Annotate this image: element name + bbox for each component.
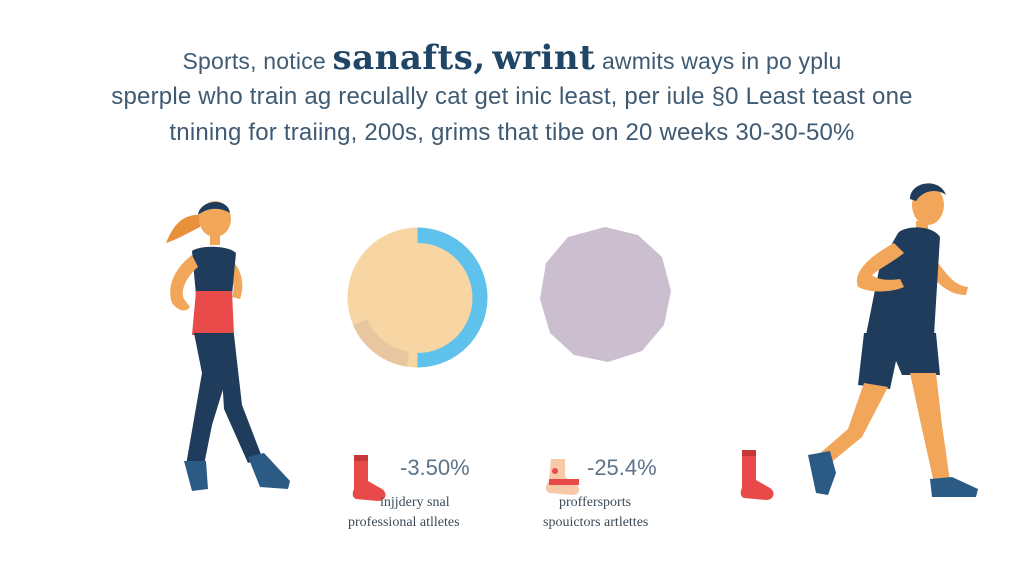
stat-value-2: -25.4% <box>587 455 657 480</box>
ankle-icon <box>546 459 580 495</box>
stat-group-injury: -3.50% injjdery snal professional atllet… <box>340 445 510 535</box>
headline-text-start: Sports, notice <box>182 48 326 74</box>
stat-label-2a: proffersports <box>559 495 632 510</box>
headline-bold-word-2: wrint <box>492 38 596 78</box>
headline-line-2: sperple who train ag reculally cat get i… <box>111 83 913 110</box>
headline-line-3: tnining for traiing, 200s, grims that ti… <box>169 119 855 146</box>
sock-icon-right <box>740 450 774 500</box>
headline-bold-word-1: sanafts, <box>332 38 486 78</box>
stat-label-2b: spouictors artlettes <box>543 515 649 530</box>
donut-segment-tan <box>353 319 409 367</box>
donut-chart <box>347 227 488 368</box>
donut-segment-blue <box>417 227 488 368</box>
female-runner-illustration <box>166 201 290 491</box>
sock-icon <box>352 455 386 501</box>
headline-line-1: Sports, notice sanafts, wrint awmits way… <box>0 40 1024 79</box>
male-runner-illustration <box>808 183 978 497</box>
grey-circle-chart <box>540 227 671 362</box>
stat-group-sports: -25.4% proffersports spouictors artlette… <box>535 445 705 535</box>
stat-label-1b: professional atlletes <box>348 515 460 530</box>
headline: Sports, notice sanafts, wrint awmits way… <box>0 40 1024 151</box>
stat-label-1a: injjdery snal <box>380 495 450 510</box>
circle-shape <box>540 227 671 362</box>
stat-value-1: -3.50% <box>400 455 470 480</box>
headline-text-end: awmits ways in po yplu <box>601 48 842 74</box>
